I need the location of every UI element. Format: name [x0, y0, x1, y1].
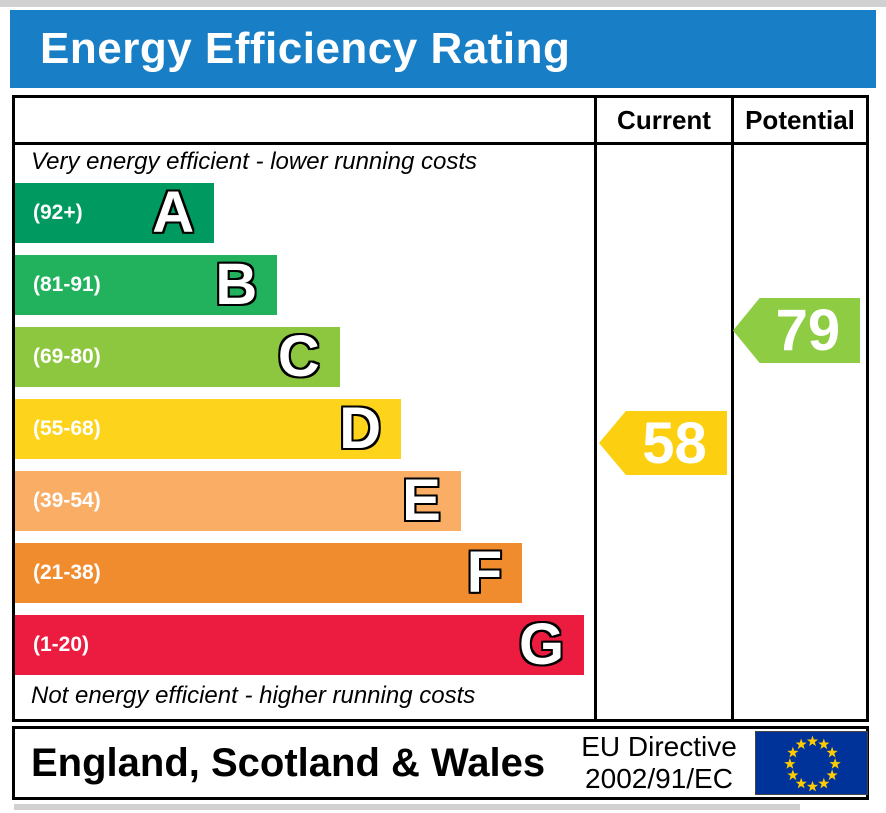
band-range-a: (92+) [33, 201, 83, 224]
footer: England, Scotland & Wales EU Directive 2… [12, 726, 869, 800]
rating-table: Current Potential Very energy efficient … [12, 95, 869, 722]
band-letter-d: D [339, 396, 382, 461]
band-bar-b: (81-91) B [15, 252, 278, 317]
band-range-d: (55-68) [33, 417, 101, 440]
band-range-e: (39-54) [33, 489, 101, 512]
eu-flag-stars [784, 735, 841, 792]
band-range-g: (1-20) [33, 633, 90, 656]
header-divider [15, 142, 866, 145]
eu-flag [755, 731, 868, 795]
band-bar-a: (92+) A [15, 180, 215, 245]
current-rating-value: 58 [642, 410, 707, 476]
page-edge-artifact-top [0, 0, 886, 7]
potential-rating-arrow: 79 [733, 298, 860, 363]
top-note: Very energy efficient - lower running co… [31, 148, 477, 175]
column-divider-current [594, 98, 597, 719]
potential-rating-value: 79 [775, 298, 841, 363]
column-divider-potential [731, 98, 734, 719]
band-bar-f: (21-38) F [15, 540, 523, 605]
band-letter-c: C [277, 324, 320, 389]
band-bar-c: (69-80) C [15, 327, 340, 387]
title-banner: Energy Efficiency Rating [10, 10, 876, 88]
band-letter-e: E [402, 468, 441, 533]
page-edge-artifact-bottom [14, 804, 800, 810]
page-title: Energy Efficiency Rating [40, 24, 571, 73]
band-letter-b: B [215, 252, 258, 317]
eu-directive-line2: 2002/91/EC [585, 763, 733, 794]
current-rating-arrow: 58 [599, 411, 727, 475]
band-bar-g: (1-20) G [15, 612, 585, 677]
band-letter-g: G [519, 612, 565, 677]
band-range-f: (21-38) [33, 561, 101, 584]
band-letter-f: F [466, 540, 503, 605]
region-label: England, Scotland & Wales [31, 741, 546, 785]
bottom-note: Not energy efficient - higher running co… [31, 682, 476, 709]
eu-directive-line1: EU Directive [581, 731, 737, 762]
band-bar-d: (55-68) D [15, 396, 402, 461]
column-header-potential: Potential [745, 105, 855, 135]
column-header-current: Current [617, 105, 711, 135]
band-bar-e: (39-54) E [15, 471, 461, 531]
band-letter-a: A [152, 180, 195, 245]
eu-directive-label: EU Directive 2002/91/EC [560, 731, 758, 795]
band-bars: (92+) A (81-91) B (69-80) C (55-68) D (3… [15, 98, 594, 719]
band-range-c: (69-80) [33, 345, 101, 368]
band-range-b: (81-91) [33, 273, 101, 296]
